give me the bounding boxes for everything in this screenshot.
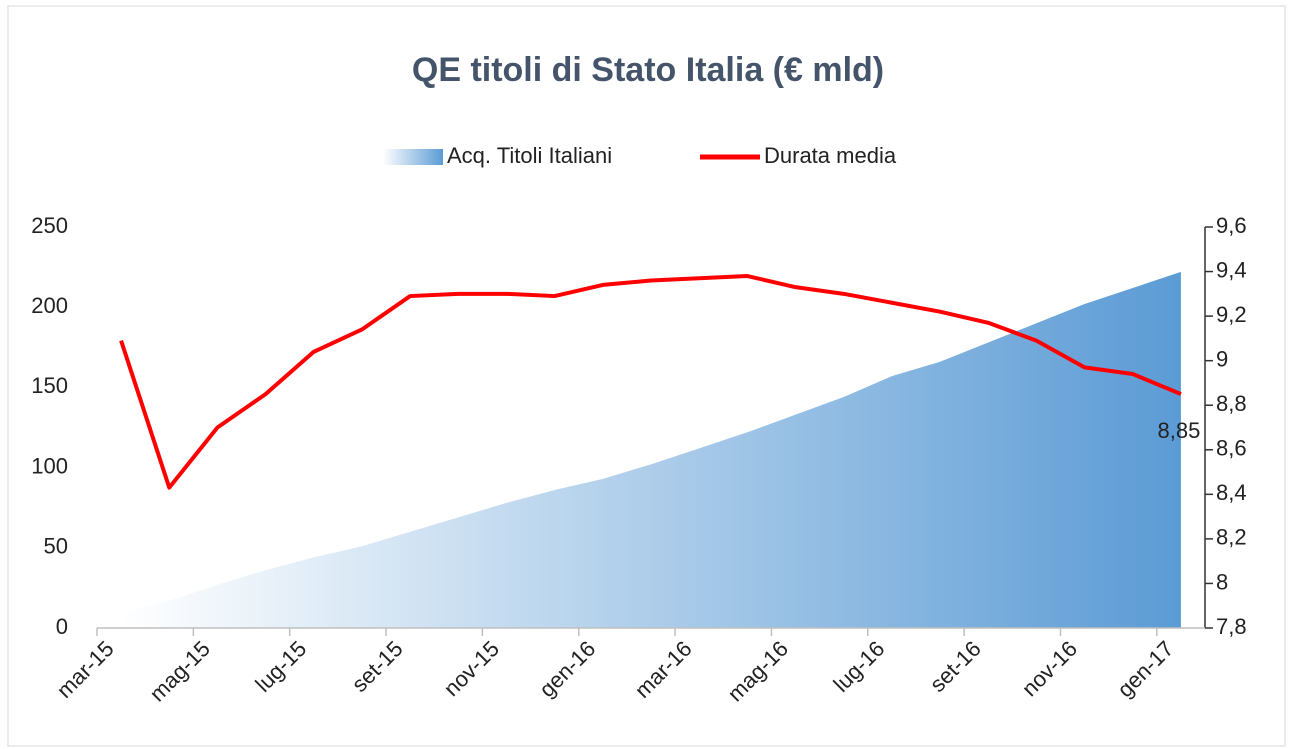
data-label: 8,85 (1157, 418, 1200, 443)
x-tick-label: set-16 (925, 636, 986, 697)
x-tick-label: lug-16 (829, 636, 890, 697)
chart-title: QE titoli di Stato Italia (€ mld) (412, 51, 884, 89)
y2-tick-label: 8,2 (1216, 525, 1247, 550)
x-tick-label: lug-15 (250, 636, 311, 697)
line (119, 274, 1182, 490)
legend-swatch (383, 149, 443, 165)
legend-label: Durata media (764, 143, 897, 168)
x-tick-label: nov-16 (1017, 636, 1082, 701)
y2-tick-label: 8,4 (1216, 480, 1247, 505)
x-tick-label: mag-16 (723, 636, 793, 706)
y-tick-label: 0 (56, 614, 68, 639)
x-tick-label: mar-16 (630, 636, 697, 703)
y2-tick-label: 9,6 (1216, 213, 1247, 238)
y-tick-label: 200 (31, 293, 68, 318)
y2-tick-label: 8 (1216, 569, 1228, 594)
x-tick-label: gen-16 (534, 636, 600, 702)
y-tick-label: 250 (31, 213, 68, 238)
frame (7, 5, 1286, 747)
y2-tick-label: 8,8 (1216, 391, 1247, 416)
y2-tick-label: 9 (1216, 346, 1228, 371)
legend-label: Acq. Titoli Italiani (447, 143, 612, 168)
x-tick-label: mag-15 (145, 636, 215, 706)
area (121, 271, 1181, 628)
y2-tick-label: 9,2 (1216, 302, 1247, 327)
y2-tick-label: 8,6 (1216, 436, 1247, 461)
y-tick-label: 50 (44, 534, 68, 559)
x-tick-label: set-15 (347, 636, 408, 697)
y-tick-label: 150 (31, 373, 68, 398)
y2-tick-label: 9,4 (1216, 257, 1247, 282)
x-tick-label: gen-17 (1112, 636, 1178, 702)
y-tick-label: 100 (31, 453, 68, 478)
y2-tick-label: 7,8 (1216, 614, 1247, 639)
x-tick-label: mar-15 (52, 636, 119, 703)
x-tick-label: nov-15 (439, 636, 504, 701)
